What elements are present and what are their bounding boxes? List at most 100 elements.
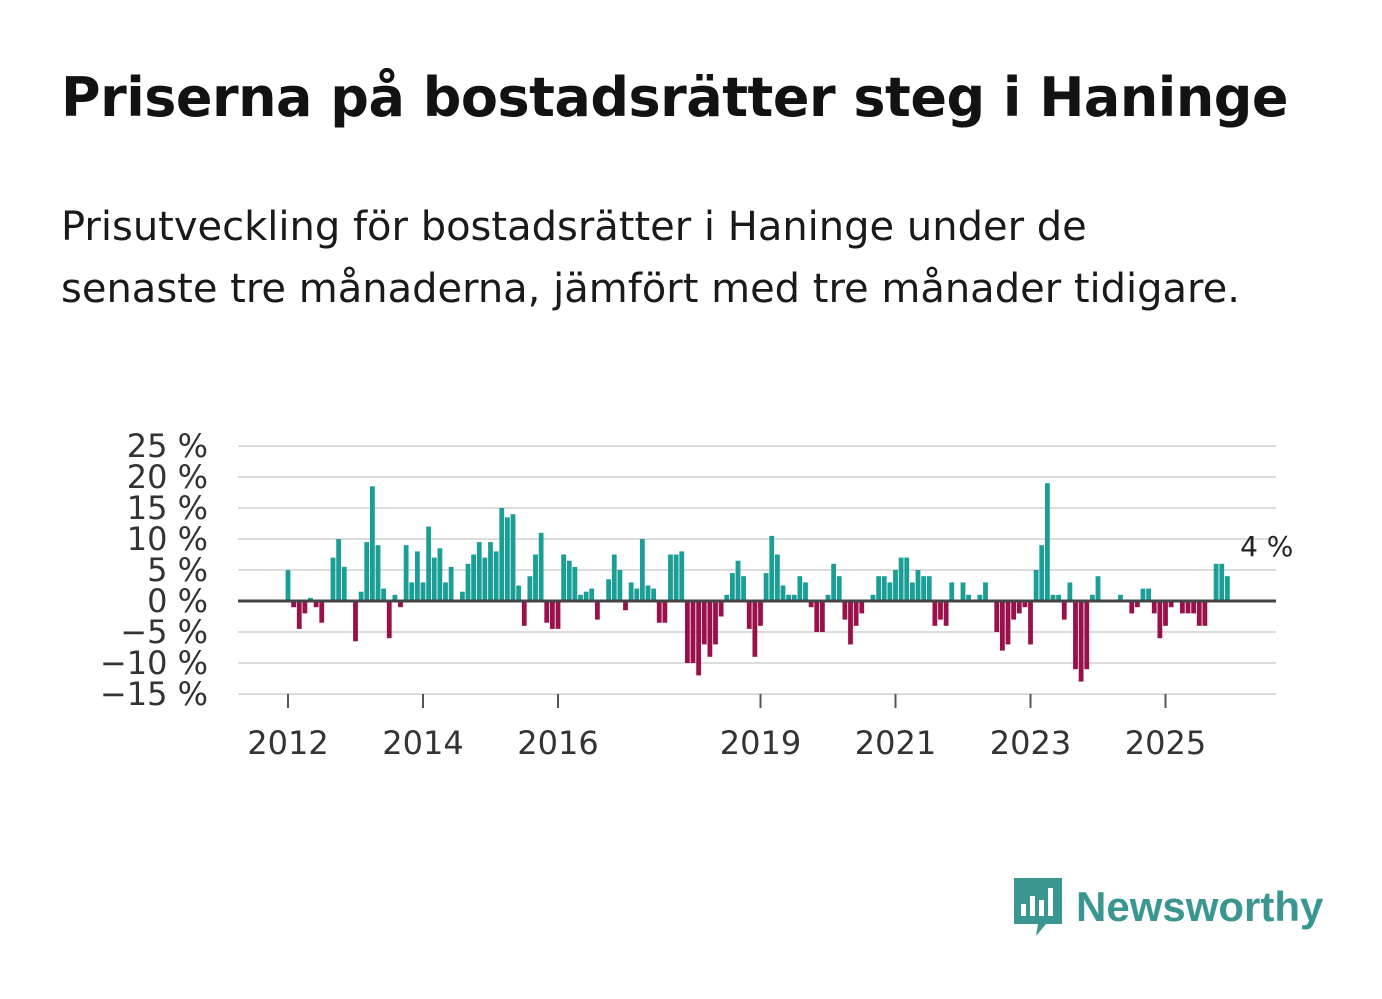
bar	[369, 486, 375, 601]
bar	[488, 542, 493, 601]
bar	[482, 557, 488, 601]
bar	[949, 582, 955, 601]
bar	[684, 601, 690, 663]
y-tick-label: 15 %	[127, 489, 208, 527]
bar	[499, 508, 505, 601]
bar	[1140, 588, 1146, 601]
bar	[803, 582, 808, 601]
bar	[409, 582, 415, 601]
bar	[1067, 582, 1073, 601]
bar	[341, 566, 347, 601]
bar	[1129, 601, 1135, 614]
bar	[808, 601, 814, 608]
bar	[583, 591, 589, 601]
bar	[791, 594, 797, 601]
bar	[763, 573, 769, 601]
x-tick-label: 2021	[855, 724, 936, 762]
bar	[448, 566, 454, 601]
bar	[414, 551, 420, 601]
bar	[966, 594, 972, 601]
bar	[876, 576, 882, 601]
bar	[1016, 601, 1022, 614]
bar	[308, 597, 313, 601]
bar	[758, 601, 763, 626]
bar	[1078, 601, 1084, 682]
bar	[690, 601, 696, 663]
bar	[375, 545, 381, 601]
y-tick-label: 5 %	[147, 551, 208, 589]
bar	[662, 601, 668, 623]
bar	[960, 582, 966, 601]
bar	[1056, 594, 1062, 601]
bar	[909, 582, 915, 601]
bar	[836, 576, 842, 601]
bar	[386, 601, 392, 639]
bar	[1179, 601, 1185, 614]
bar	[549, 601, 555, 629]
bar	[752, 601, 758, 657]
bar	[285, 570, 291, 601]
bar	[1022, 601, 1028, 608]
bar	[701, 601, 707, 645]
bar	[1084, 601, 1090, 670]
bar	[403, 545, 409, 601]
bar	[459, 591, 465, 601]
bar	[392, 594, 398, 601]
bar	[977, 594, 983, 601]
x-tick-label: 2012	[247, 724, 328, 762]
bar	[1061, 601, 1067, 620]
bar-chart: 25 %20 %15 %10 %5 %0 %−5 %−10 %−15 % 201…	[100, 427, 1294, 762]
bar	[1050, 594, 1056, 601]
bar	[819, 601, 825, 632]
bar	[741, 576, 747, 601]
bar	[729, 573, 735, 601]
page-title: Priserna på bostadsrätter steg i Haninge	[61, 66, 1289, 129]
bar	[1168, 601, 1174, 608]
bar	[774, 554, 780, 601]
bar	[668, 554, 673, 601]
annotations: 4 %	[1240, 530, 1293, 563]
bar	[1005, 601, 1011, 645]
bar	[431, 557, 437, 601]
bar	[932, 601, 938, 626]
bar	[679, 551, 685, 601]
y-tick-label: 0 %	[147, 582, 208, 620]
bar	[1151, 601, 1157, 614]
bar	[606, 579, 612, 601]
bar	[617, 570, 623, 601]
y-axis-ticks: 25 %20 %15 %10 %5 %0 %−5 %−10 %−15 %	[100, 427, 208, 713]
bar	[358, 591, 364, 601]
bar	[291, 601, 297, 608]
bar	[999, 601, 1005, 651]
bar	[938, 601, 943, 620]
bar	[465, 563, 471, 601]
bar	[921, 576, 927, 601]
bar	[426, 526, 432, 601]
bar	[831, 563, 837, 601]
x-tick-label: 2014	[382, 724, 463, 762]
bar	[786, 594, 792, 601]
bar	[769, 535, 775, 601]
bar	[476, 542, 482, 601]
bar	[533, 554, 538, 601]
bar	[1213, 563, 1219, 601]
bar	[364, 542, 370, 601]
bar	[696, 601, 702, 676]
y-tick-label: 25 %	[127, 427, 208, 465]
bar	[887, 582, 893, 601]
bar	[302, 601, 308, 614]
bar	[1219, 563, 1225, 601]
y-tick-label: 20 %	[127, 458, 208, 496]
bar	[566, 560, 572, 601]
bar	[797, 576, 803, 601]
bar	[493, 551, 499, 601]
bar	[504, 517, 510, 601]
bar	[651, 588, 657, 601]
x-tick-label: 2019	[720, 724, 801, 762]
bar	[516, 585, 522, 601]
y-tick-label: −10 %	[100, 644, 208, 682]
x-tick-label: 2016	[517, 724, 598, 762]
bar	[1202, 601, 1208, 626]
bar	[420, 582, 426, 601]
bar	[313, 601, 319, 608]
